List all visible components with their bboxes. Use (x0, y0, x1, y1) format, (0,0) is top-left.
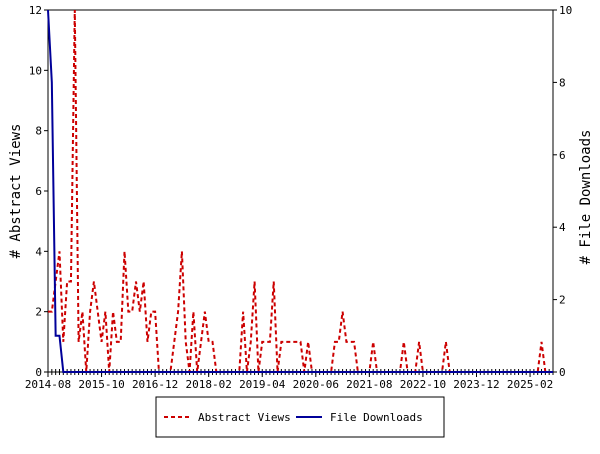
y2-tick-label: 0 (559, 366, 566, 379)
x-tick-label: 2018-02 (186, 378, 232, 391)
x-tick-label: 2015-10 (78, 378, 124, 391)
x-tick-label: 2014-08 (25, 378, 71, 391)
y-tick-label: 8 (35, 125, 42, 138)
y2-tick-label: 4 (559, 221, 566, 234)
legend-label: File Downloads (330, 411, 423, 424)
y-tick-label: 0 (35, 366, 42, 379)
x-tick-label: 2016-12 (132, 378, 178, 391)
y-tick-label: 6 (35, 185, 42, 198)
y2-tick-label: 10 (559, 4, 572, 17)
x-tick-label: 2023-12 (453, 378, 499, 391)
y2-tick-label: 2 (559, 294, 566, 307)
y-tick-label: 10 (29, 64, 42, 77)
legend-label: Abstract Views (198, 411, 291, 424)
y2-tick-label: 8 (559, 76, 566, 89)
y-tick-label: 4 (35, 245, 42, 258)
x-tick-label: 2020-06 (293, 378, 339, 391)
x-tick-label: 2025-02 (507, 378, 553, 391)
x-tick-label: 2022-10 (400, 378, 446, 391)
y2-tick-label: 6 (559, 149, 566, 162)
y-tick-label: 12 (29, 4, 42, 17)
y-axis-label: # Abstract Views (8, 124, 24, 259)
x-tick-label: 2019-04 (239, 378, 286, 391)
y-tick-label: 2 (35, 306, 42, 319)
x-tick-label: 2021-08 (346, 378, 392, 391)
series-line (47, 9, 553, 373)
y2-axis-label: # File Downloads (578, 130, 594, 265)
